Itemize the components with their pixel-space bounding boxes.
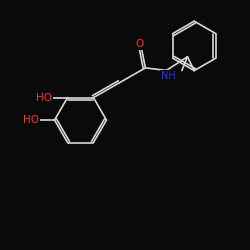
Text: HO: HO (36, 92, 52, 102)
Text: O: O (135, 39, 143, 49)
Text: HO: HO (23, 115, 39, 125)
Text: NH: NH (161, 71, 176, 81)
